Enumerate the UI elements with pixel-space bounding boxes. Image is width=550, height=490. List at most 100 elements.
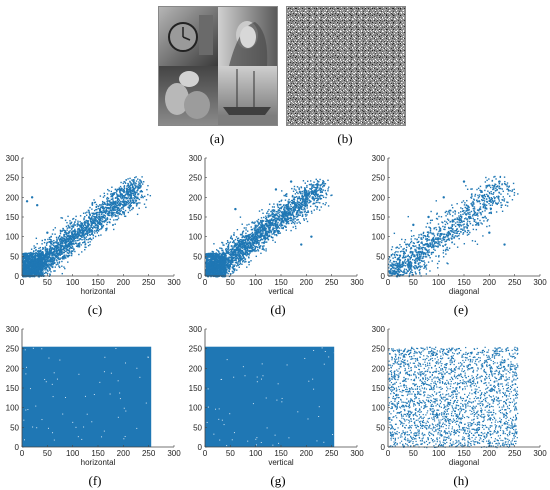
chart-d-point [305, 211, 308, 214]
chart-c-point [142, 196, 144, 199]
chart-c-point [67, 252, 70, 255]
chart-c-point [36, 266, 39, 268]
chart-c-point [73, 230, 76, 233]
chart-c-point [132, 192, 135, 194]
chart-d-point [317, 201, 319, 204]
chart-c-point [97, 225, 99, 227]
chart-c-point [78, 253, 80, 256]
chart-c-point [25, 260, 28, 263]
chart-c-point [91, 204, 94, 206]
chart-d-point [242, 250, 244, 253]
chart-c-point [133, 189, 135, 192]
chart-c-point [130, 196, 132, 198]
chart-c-point [48, 256, 51, 258]
chart-d-point [274, 213, 276, 216]
chart-c-point [42, 252, 45, 254]
chart-c-point [127, 178, 129, 180]
chart-c-point [84, 248, 86, 251]
chart-c-point [42, 263, 44, 266]
chart-c-point [62, 237, 65, 239]
chart-c-point [114, 213, 116, 216]
chart-d-point [292, 226, 294, 228]
chart-d-point [303, 202, 305, 205]
chart-d-point [258, 229, 261, 231]
chart-c-point [120, 213, 123, 216]
chart-d-point [257, 232, 259, 234]
chart-d-point [320, 188, 323, 191]
chart-c-point [89, 206, 91, 209]
chart-c-point [61, 236, 63, 238]
chart-c-point [24, 261, 27, 264]
chart-d-point [320, 194, 322, 197]
chart-c-point [80, 225, 83, 228]
chart-c-point [100, 206, 102, 209]
chart-c-point [43, 258, 45, 260]
chart-d-point [303, 193, 305, 195]
chart-c-point [98, 208, 101, 210]
chart-c-point [77, 222, 79, 224]
chart-d-point [280, 217, 282, 220]
chart-c-point [94, 235, 97, 238]
chart-c-point [36, 267, 39, 270]
chart-c-point [67, 232, 70, 235]
chart-d-point [283, 206, 286, 208]
chart-d-point [273, 203, 275, 205]
chart-d-point [256, 228, 258, 231]
chart-c-point [124, 181, 126, 183]
chart-d-point [229, 264, 231, 267]
chart-c-point [33, 257, 36, 260]
chart-c-point [66, 241, 68, 243]
chart-c-point [140, 196, 142, 199]
chart-d-point [251, 236, 254, 238]
chart-c-point [140, 180, 142, 183]
chart-c-point [89, 243, 91, 246]
chart-c-point [33, 258, 35, 261]
chart-c-point [134, 176, 136, 179]
chart-c-point [46, 250, 48, 253]
chart-c-point [87, 224, 89, 226]
chart-d-point [295, 214, 298, 216]
collage-image [158, 6, 278, 126]
chart-c-point [73, 238, 75, 240]
chart-d-point [287, 209, 290, 212]
chart-c-point [132, 186, 134, 188]
chart-d-point [257, 220, 259, 223]
chart-d-point [282, 216, 285, 219]
chart-d-point [271, 209, 274, 211]
chart-c-point [31, 261, 34, 264]
chart-d-point [240, 245, 242, 248]
chart-c-point [63, 254, 66, 256]
chart-d-point [234, 243, 236, 246]
chart-c-point [36, 252, 39, 255]
chart-c-point [78, 242, 81, 245]
chart-d-point [217, 270, 220, 272]
chart-c-point [103, 201, 106, 204]
chart-d-point [306, 180, 309, 182]
chart-c-point [49, 241, 52, 244]
chart-c-point [91, 215, 94, 217]
chart-d-point [261, 223, 263, 226]
chart-c-point [132, 185, 134, 188]
chart-d-point [287, 210, 289, 212]
chart-d-point [262, 241, 265, 244]
chart-c-point [26, 272, 29, 275]
chart-d-point [297, 202, 299, 205]
chart-d-point [245, 237, 248, 240]
chart-d-point [300, 186, 302, 188]
chart-d-point [308, 199, 310, 201]
chart-d-point [230, 245, 233, 247]
chart-c-point [133, 179, 135, 181]
chart-c-point [31, 266, 33, 269]
chart-d-point [278, 216, 281, 218]
chart-d-point [241, 223, 243, 225]
chart-c-point [89, 241, 91, 243]
chart-c-point [47, 256, 49, 259]
chart-d-point [276, 231, 279, 233]
chart-d-point [259, 233, 261, 236]
chart-d-point [268, 221, 271, 224]
chart-c-point [113, 219, 115, 221]
chart-c-point [122, 198, 125, 200]
chart-d-point [256, 237, 259, 239]
chart-d-point [316, 180, 319, 182]
chart-d-point [211, 250, 213, 253]
